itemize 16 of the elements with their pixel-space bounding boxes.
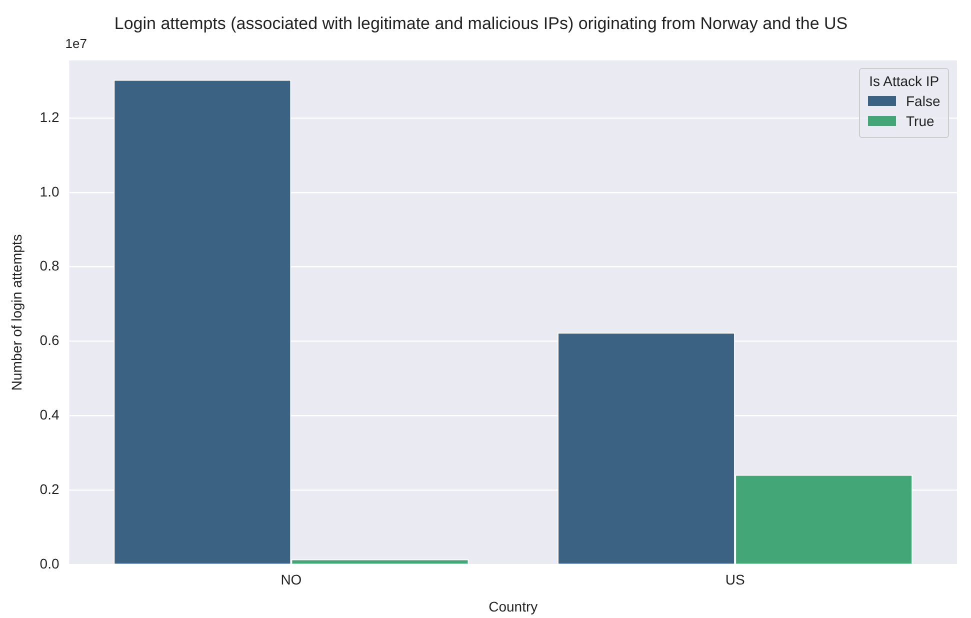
legend-title: Is Attack IP [868, 73, 940, 90]
y-tick-label: 0.8 [40, 258, 60, 274]
x-axis-title: Country [488, 598, 538, 614]
legend-label: True [906, 113, 934, 130]
y-tick-label: 0.0 [40, 555, 60, 572]
y-tick-label: 0.6 [40, 332, 60, 348]
y-tick-label: 1.0 [40, 183, 60, 200]
x-tick-label: US [725, 572, 745, 588]
y-axis-title: Number of login attempts [8, 234, 24, 391]
y-tick-label: 1.2 [40, 108, 60, 125]
legend-label: False [906, 93, 940, 110]
y-tick-label: 0.2 [40, 480, 60, 497]
x-tick-label: NO [280, 572, 302, 588]
chart-title: Login attempts (associated with legitimate and malicious IPs) originating from Norway and the US [114, 14, 848, 33]
text: 1e7 [65, 36, 87, 52]
y-tick-label: 0.4 [40, 406, 60, 422]
